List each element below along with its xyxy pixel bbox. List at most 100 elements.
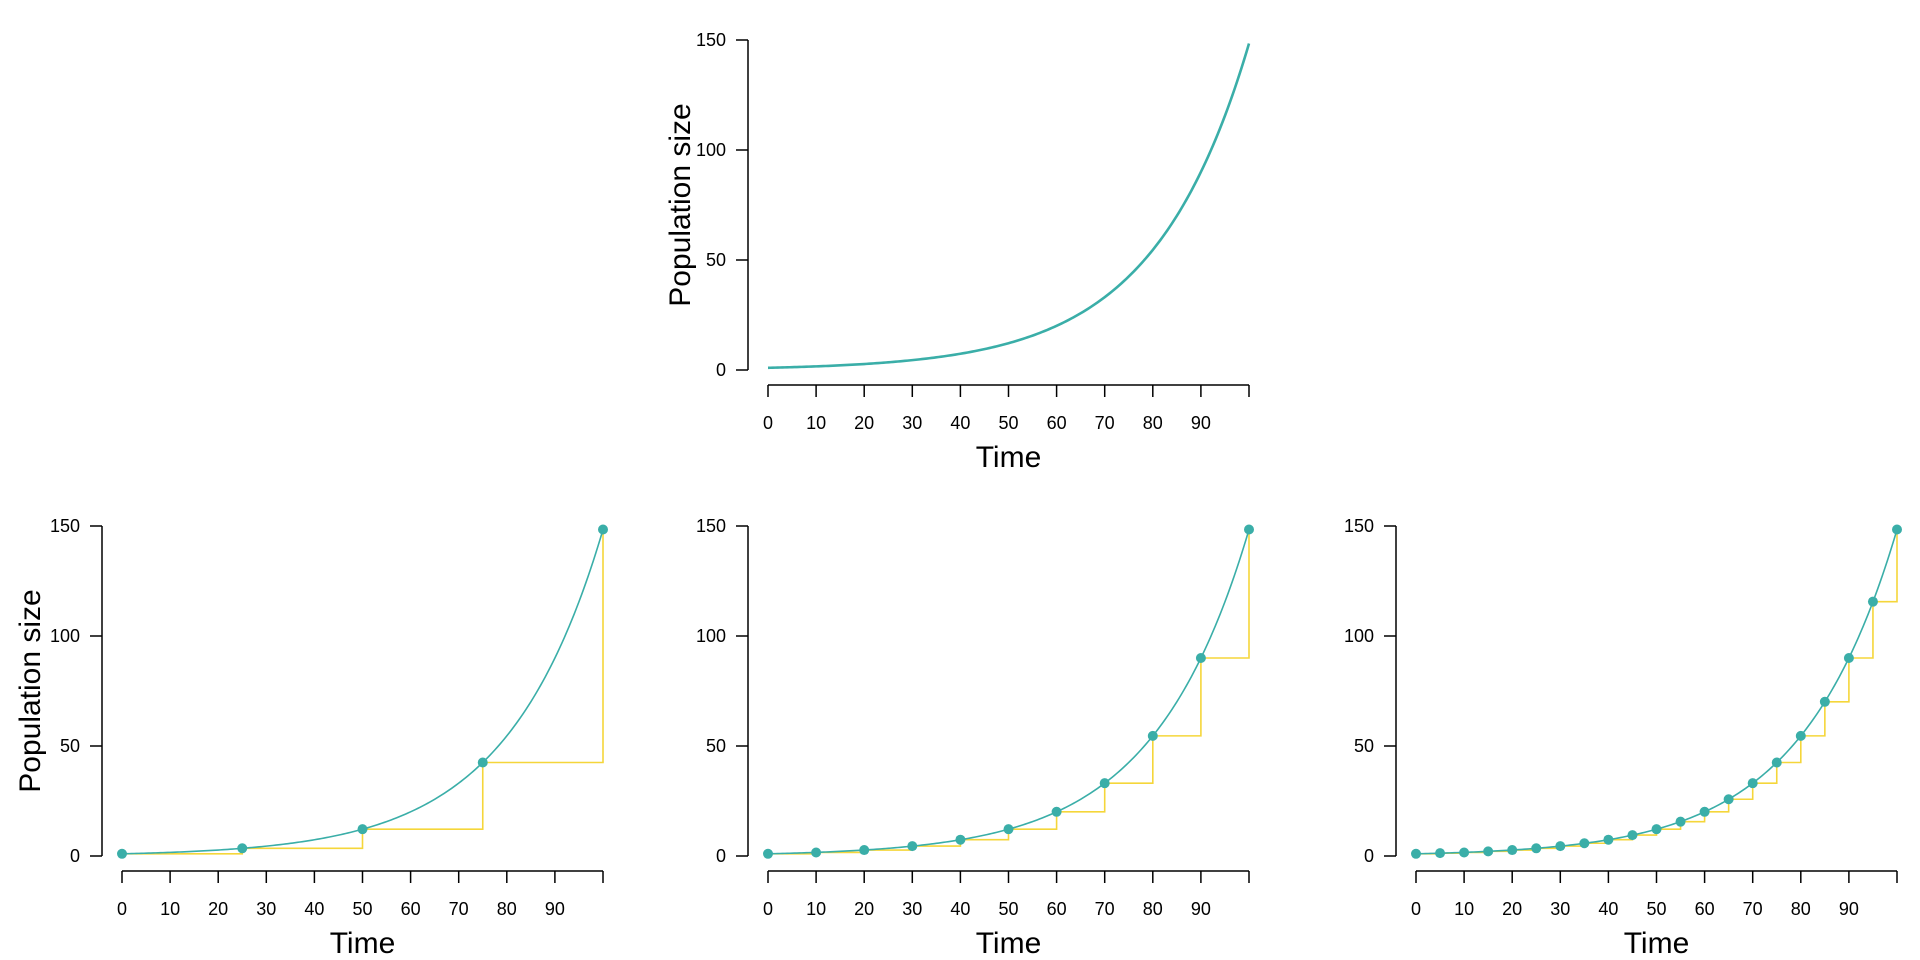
data-point xyxy=(1003,824,1014,835)
y-tick-label: 150 xyxy=(696,516,726,536)
x-tick-label: 50 xyxy=(998,413,1018,433)
data-point xyxy=(859,845,870,856)
x-tick-label: 40 xyxy=(950,413,970,433)
panel-1: 0 50 100 150 0 10 20 30 40 50 60 70 80 90 Time Populati… xyxy=(664,30,1251,474)
x-tick-label: 90 xyxy=(1191,899,1211,919)
y-tick-label: 150 xyxy=(1344,516,1374,536)
panel-3: 0 50 100 150 0 10 20 30 40 50 60 70 80 90 Time xyxy=(696,516,1254,960)
data-point xyxy=(1795,730,1806,741)
y-tick-label: 100 xyxy=(1344,626,1374,646)
x-tick-label: 70 xyxy=(1743,899,1763,919)
data-point xyxy=(117,848,127,859)
data-point xyxy=(1531,843,1542,854)
y-tick-label: 50 xyxy=(1354,736,1374,756)
curve-series xyxy=(1415,529,1898,855)
data-point xyxy=(1483,846,1494,857)
data-point xyxy=(1723,794,1734,805)
data-point xyxy=(1411,848,1421,859)
curve-series xyxy=(767,529,1250,855)
x-axis-title: Time xyxy=(976,927,1042,960)
data-point xyxy=(477,757,488,768)
curve-series xyxy=(767,43,1251,370)
x-tick-label: 50 xyxy=(998,899,1018,919)
data-point xyxy=(1651,824,1662,835)
y-tick-label: 100 xyxy=(696,626,726,646)
x-tick-label: 20 xyxy=(208,899,228,919)
data-point xyxy=(1819,696,1830,707)
data-point xyxy=(1843,653,1854,663)
data-point xyxy=(1507,845,1518,856)
y-axis-title: Population size xyxy=(14,589,47,792)
data-point xyxy=(1244,524,1254,535)
x-tick-label: 0 xyxy=(117,899,127,919)
x-tick-label: 70 xyxy=(449,899,469,919)
x-tick-label: 30 xyxy=(256,899,276,919)
x-tick-label: 30 xyxy=(1550,899,1570,919)
data-point xyxy=(1627,830,1638,841)
y-tick-label: 50 xyxy=(706,250,726,270)
data-point xyxy=(1459,847,1470,858)
x-tick-label: 60 xyxy=(1695,899,1715,919)
data-point xyxy=(1435,848,1446,859)
y-tick-label: 50 xyxy=(60,736,80,756)
y-tick-label: 150 xyxy=(696,30,726,50)
data-point xyxy=(1771,757,1782,768)
x-tick-label: 70 xyxy=(1095,899,1115,919)
x-tick-label: 80 xyxy=(1143,899,1163,919)
y-axis-title: Population size xyxy=(664,103,697,306)
x-tick-label: 60 xyxy=(1047,899,1067,919)
data-point xyxy=(237,843,248,854)
x-tick-label: 30 xyxy=(902,413,922,433)
data-point xyxy=(357,824,368,835)
x-tick-label: 0 xyxy=(763,899,773,919)
x-tick-label: 0 xyxy=(1411,899,1421,919)
x-axis-title: Time xyxy=(330,927,396,960)
data-point xyxy=(1699,806,1710,817)
x-tick-label: 90 xyxy=(1191,413,1211,433)
x-tick-label: 40 xyxy=(950,899,970,919)
x-tick-label: 40 xyxy=(304,899,324,919)
data-point xyxy=(1579,838,1590,849)
data-point xyxy=(907,841,918,852)
data-point xyxy=(1867,596,1878,607)
y-tick-label: 50 xyxy=(706,736,726,756)
x-tick-label: 70 xyxy=(1095,413,1115,433)
data-point xyxy=(1603,834,1614,845)
x-tick-label: 20 xyxy=(1502,899,1522,919)
x-tick-label: 60 xyxy=(1047,413,1067,433)
x-tick-label: 20 xyxy=(854,413,874,433)
x-tick-label: 80 xyxy=(497,899,517,919)
x-tick-label: 10 xyxy=(1454,899,1474,919)
x-tick-label: 80 xyxy=(1791,899,1811,919)
y-tick-label: 150 xyxy=(50,516,80,536)
x-tick-label: 30 xyxy=(902,899,922,919)
x-tick-label: 80 xyxy=(1143,413,1163,433)
x-tick-label: 40 xyxy=(1598,899,1618,919)
x-tick-label: 10 xyxy=(160,899,180,919)
data-point xyxy=(1051,806,1062,817)
panel-4: 0 50 100 150 0 10 20 30 40 50 60 70 80 90 Time xyxy=(1344,516,1902,960)
panel-2: 0 50 100 150 0 10 20 30 40 50 60 70 80 90 Time Populati… xyxy=(14,516,608,960)
x-tick-label: 50 xyxy=(352,899,372,919)
data-point xyxy=(1747,778,1758,789)
data-point xyxy=(1147,730,1158,741)
y-tick-label: 100 xyxy=(696,140,726,160)
data-point xyxy=(598,524,608,535)
x-tick-label: 10 xyxy=(806,899,826,919)
x-tick-label: 0 xyxy=(763,413,773,433)
y-tick-label: 0 xyxy=(70,846,80,866)
curve-series xyxy=(121,529,604,855)
x-tick-label: 60 xyxy=(401,899,421,919)
y-tick-label: 0 xyxy=(1364,846,1374,866)
data-point xyxy=(1195,653,1206,663)
x-axis-title: Time xyxy=(1624,927,1690,960)
data-point xyxy=(1675,816,1686,827)
x-tick-label: 90 xyxy=(545,899,565,919)
x-tick-label: 50 xyxy=(1646,899,1666,919)
x-axis-title: Time xyxy=(976,441,1042,474)
data-point xyxy=(955,834,966,845)
data-point xyxy=(1099,778,1110,789)
data-point xyxy=(763,848,773,859)
x-tick-label: 90 xyxy=(1839,899,1859,919)
step-series xyxy=(122,529,604,855)
